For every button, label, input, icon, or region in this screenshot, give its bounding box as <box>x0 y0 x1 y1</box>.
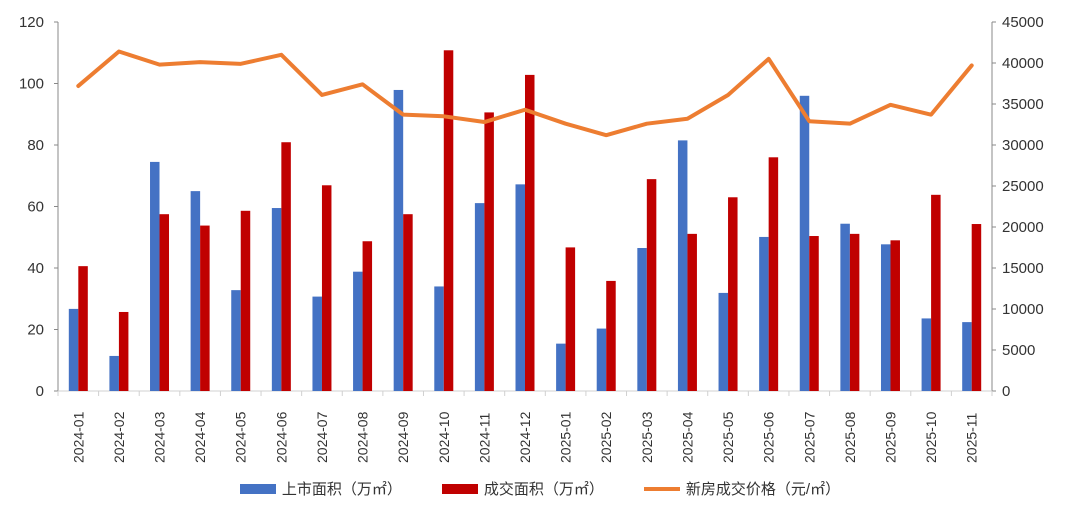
bar-sold-area <box>525 74 535 391</box>
x-tick-label: 2024-02 <box>111 411 127 463</box>
x-tick-label: 2025-07 <box>801 411 817 463</box>
left-tick-label: 20 <box>27 322 44 339</box>
x-tick-label: 2025-03 <box>639 411 655 463</box>
bar-listed-area <box>393 89 404 392</box>
bar-sold-area <box>443 50 454 391</box>
x-tick-label: 2024-05 <box>233 411 249 463</box>
x-tick-label: 2025-05 <box>720 411 736 463</box>
bar-listed-area <box>68 308 79 391</box>
x-tick-label: 2024-10 <box>436 411 452 463</box>
bar-listed-area <box>474 203 485 391</box>
right-tick-label: 20000 <box>1002 219 1044 236</box>
x-tick-label: 2024-01 <box>70 411 86 463</box>
bar-sold-area <box>159 214 170 391</box>
legend-label: 新房成交价格（元/㎡） <box>685 481 841 498</box>
legend-swatch-blue <box>239 483 276 494</box>
bar-listed-area <box>231 290 241 391</box>
bar-listed-area <box>718 292 729 391</box>
x-tick-label: 2024-08 <box>355 411 371 463</box>
bar-sold-area <box>118 311 129 391</box>
x-tick-label: 2025-01 <box>558 411 574 463</box>
left-tick-label: 80 <box>27 137 44 154</box>
x-tick-label: 2024-06 <box>273 411 289 463</box>
x-tick-label: 2025-10 <box>923 411 939 463</box>
left-tick-label: 40 <box>27 260 44 277</box>
bar-listed-area <box>556 343 566 391</box>
x-tick-label: 2025-09 <box>882 411 898 463</box>
right-tick-label: 25000 <box>1002 178 1044 195</box>
bar-sold-area <box>768 157 779 391</box>
legend-item-sold-area: 成交面积（万㎡） <box>441 478 604 499</box>
bar-sold-area <box>565 247 576 391</box>
bar-sold-area <box>403 214 413 391</box>
bar-sold-area <box>606 280 616 391</box>
bar-sold-area <box>78 266 88 391</box>
bar-listed-area <box>150 161 160 391</box>
right-tick-label: 35000 <box>1002 96 1044 113</box>
left-tick-label: 120 <box>19 14 44 31</box>
combo-chart: 0 20 40 60 80 100 120 0 5000 10000 15000 20000 25000… <box>19 14 1044 463</box>
x-tick-label: 2024-04 <box>192 411 208 463</box>
x-tick-label: 2024-11 <box>476 412 492 463</box>
bar-listed-area <box>109 355 119 391</box>
bar-listed-area <box>759 236 769 391</box>
bar-listed-area <box>637 248 647 391</box>
bar-listed-area <box>921 318 932 391</box>
right-tick-label: 0 <box>1002 383 1010 400</box>
bar-listed-area <box>962 322 972 391</box>
x-tick-label: 2024-12 <box>517 411 533 463</box>
bar-sold-area <box>240 210 251 391</box>
bar-listed-area <box>353 271 363 391</box>
bar-listed-area <box>840 223 850 391</box>
right-tick-label: 10000 <box>1002 301 1044 318</box>
bar-sold-area <box>646 179 657 391</box>
right-tick-label: 40000 <box>1002 55 1044 72</box>
bar-listed-area <box>434 286 444 391</box>
bar-listed-area <box>271 208 282 391</box>
x-tick-label: 2025-08 <box>842 411 858 463</box>
right-tick-label: 30000 <box>1002 137 1044 154</box>
legend: 上市面积（万㎡） 成交面积（万㎡） 新房成交价格（元/㎡） <box>0 478 1080 499</box>
bar-listed-area <box>880 244 891 391</box>
bar-sold-area <box>281 142 291 391</box>
x-tick-label: 2024-03 <box>152 411 168 463</box>
x-tick-label: 2025-02 <box>598 411 614 463</box>
bar-listed-area <box>190 191 201 391</box>
right-tick-label: 45000 <box>1002 14 1044 31</box>
legend-item-price: 新房成交价格（元/㎡） <box>643 478 841 499</box>
bar-sold-area <box>971 224 982 391</box>
legend-label: 成交面积（万㎡） <box>483 481 604 498</box>
bar-sold-area <box>362 241 373 391</box>
legend-swatch-line <box>643 486 680 491</box>
x-tick-label: 2025-04 <box>679 411 695 463</box>
left-tick-label: 0 <box>36 383 44 400</box>
bar-sold-area <box>931 194 941 391</box>
bar-sold-area <box>849 233 860 391</box>
right-tick-label: 15000 <box>1002 260 1044 277</box>
legend-label: 上市面积（万㎡） <box>281 481 402 498</box>
bar-sold-area <box>728 197 738 391</box>
bar-listed-area <box>799 95 810 392</box>
bar-sold-area <box>484 112 494 391</box>
x-tick-label: 2025-11 <box>964 412 980 463</box>
left-tick-label: 60 <box>27 199 44 216</box>
x-tick-label: 2024-07 <box>314 411 330 463</box>
bar-sold-area <box>809 236 819 391</box>
legend-swatch-red <box>441 483 478 494</box>
bar-sold-area <box>321 185 332 391</box>
left-tick-label: 100 <box>19 76 44 93</box>
legend-item-listed-area: 上市面积（万㎡） <box>239 478 402 499</box>
bar-listed-area <box>312 296 322 391</box>
bar-listed-area <box>515 184 525 391</box>
right-tick-label: 5000 <box>1002 342 1035 359</box>
bar-sold-area <box>687 233 697 391</box>
x-tick-label: 2025-06 <box>761 411 777 463</box>
bar-sold-area <box>200 225 210 391</box>
x-tick-label: 2024-09 <box>395 411 411 463</box>
bar-sold-area <box>890 240 900 391</box>
bar-listed-area <box>677 140 688 391</box>
bar-listed-area <box>596 328 607 391</box>
